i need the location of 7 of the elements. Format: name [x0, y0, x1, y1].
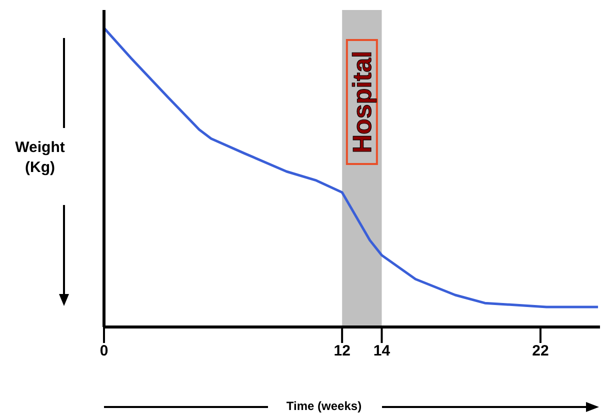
band-label: Hospital: [346, 50, 377, 154]
x-tick-label: 22: [532, 342, 549, 360]
x-axis-title: Time (weeks): [286, 399, 362, 413]
x-tick-label: 0: [100, 342, 108, 360]
y-axis-title: Weight (Kg): [15, 139, 65, 176]
x-tick-label: 14: [373, 342, 391, 360]
x-tick-label: 12: [334, 342, 350, 360]
